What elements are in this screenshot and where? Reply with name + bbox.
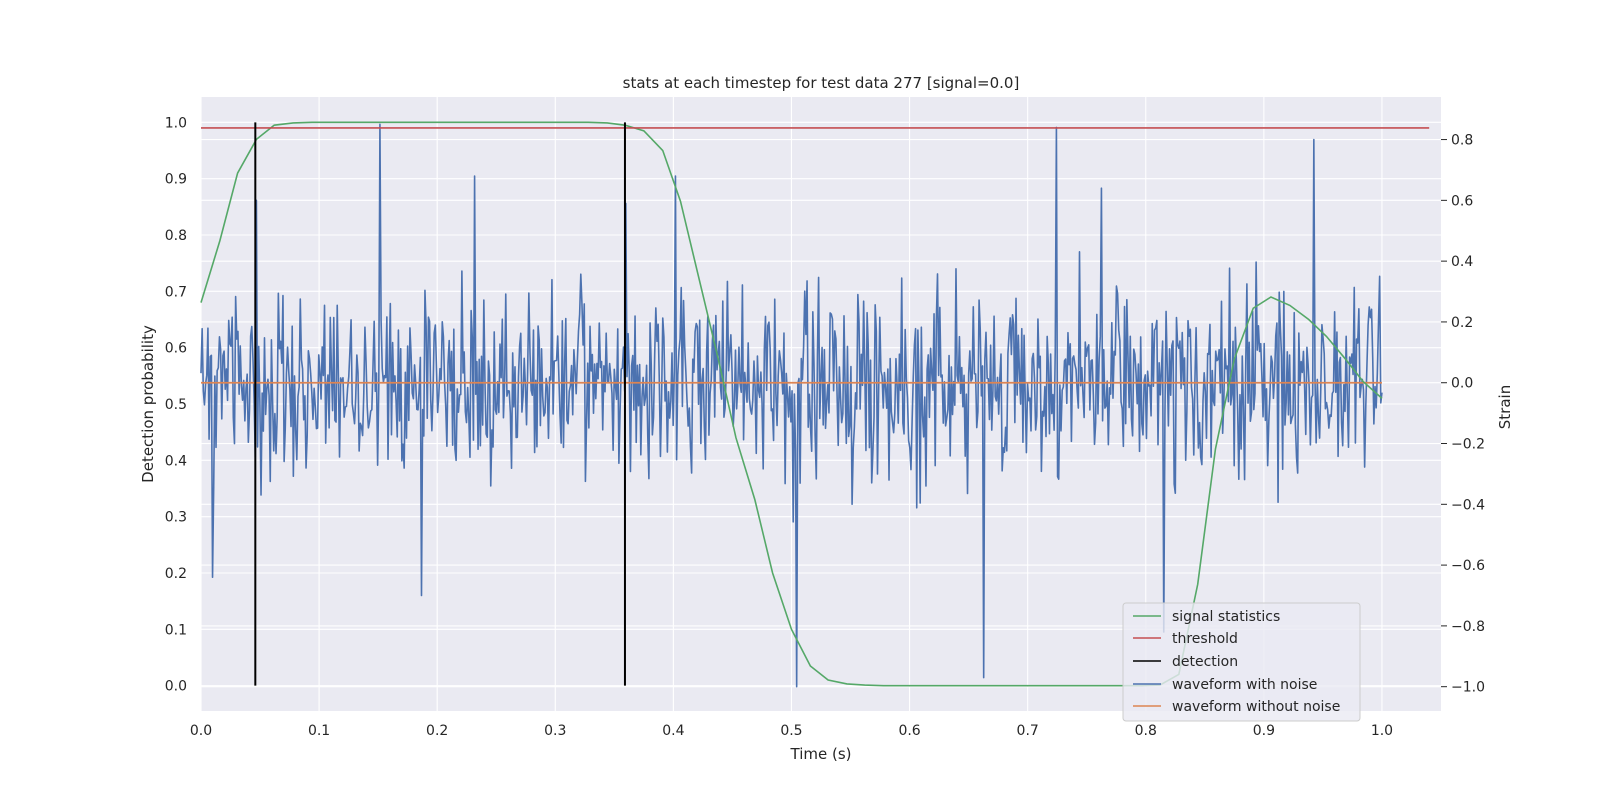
legend: signal statistics threshold detection wa… [1122,602,1361,722]
legend-waveform-with-noise-label: waveform with noise [1172,677,1317,693]
y-tick-label: 0.7 [165,284,187,300]
y2-tick-label: −0.2 [1451,437,1485,453]
legend-waveform-without-noise-label: waveform without noise [1172,699,1340,715]
y2-tick-label: 0.8 [1451,133,1473,149]
x-tick-label: 0.9 [1253,723,1275,739]
y-tick-label: 1.0 [165,115,187,131]
y2-axis-label: Strain [1496,385,1514,429]
x-tick-label: 0.1 [308,723,330,739]
legend-signal-statistics-label: signal statistics [1172,609,1280,625]
x-tick-label: 0.5 [780,723,802,739]
y2-tick-label: −0.6 [1451,558,1485,574]
y-tick-label: 0.9 [165,172,187,188]
x-tick-label: 0.0 [190,723,212,739]
y-axis-label: Detection probability [139,325,157,483]
x-tick-label: 0.2 [426,723,448,739]
y2-tick-label: −1.0 [1451,680,1485,696]
y-tick-label: 0.2 [165,566,187,582]
x-tick-label: 0.3 [544,723,566,739]
x-tick-label: 0.6 [898,723,920,739]
y2-tick-label: 0.0 [1451,376,1473,392]
legend-threshold-label: threshold [1172,631,1238,647]
legend-box [1122,602,1361,722]
y-tick-label: 0.5 [165,397,187,413]
y2-tick-label: 0.4 [1451,254,1473,270]
x-tick-label: 0.8 [1135,723,1157,739]
x-tick-label: 1.0 [1371,723,1393,739]
y-tick-label: 0.1 [165,622,187,638]
y-tick-label: 0.4 [165,453,187,469]
legend-detection-label: detection [1172,654,1238,670]
y-tick-label: 0.8 [165,228,187,244]
y2-tick-label: 0.6 [1451,193,1473,209]
x-axis-label: Time (s) [790,745,852,763]
y2-tick-label: −0.8 [1451,619,1485,635]
x-tick-label: 0.7 [1017,723,1039,739]
chart-title: stats at each timestep for test data 277… [623,74,1020,92]
y-tick-label: 0.6 [165,341,187,357]
y2-tick-label: −0.4 [1451,497,1485,513]
axis-layer: 0.0 0.1 0.2 0.3 0.4 0.5 0.6 0.7 0.8 0.9 1.0 0.0 0.1 0… [165,115,1485,739]
y-tick-label: 0.3 [165,510,187,526]
y2-tick-label: 0.2 [1451,315,1473,331]
x-tick-label: 0.4 [662,723,684,739]
y-tick-label: 0.0 [165,679,187,695]
